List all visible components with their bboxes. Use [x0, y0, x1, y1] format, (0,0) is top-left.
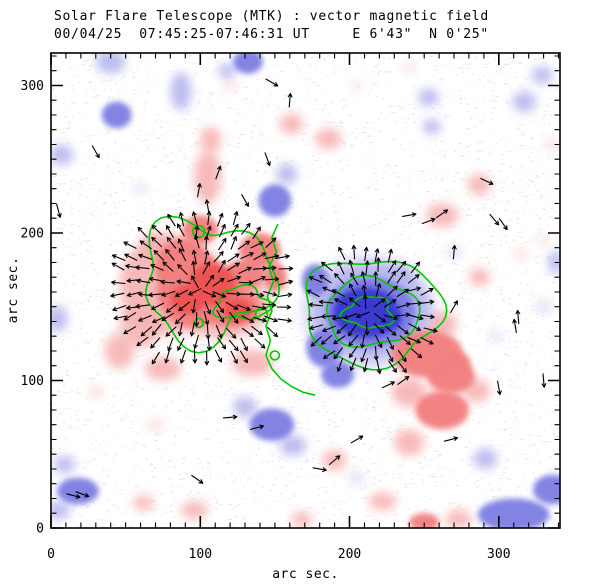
noise-blue	[51, 53, 560, 528]
plot-subtitle: 00/04/25 07:45:25-07:46:31 UT E 6'43" N …	[54, 27, 489, 42]
y-tick-label: 0	[36, 522, 44, 537]
transverse-field-vectors	[56, 78, 547, 499]
x-tick-label: 100	[189, 547, 212, 562]
y-tick-label: 300	[21, 79, 44, 94]
x-axis-label: arc sec.	[272, 567, 339, 582]
y-tick-label: 200	[21, 227, 44, 242]
x-tick-label: 200	[338, 547, 361, 562]
plot-title: Solar Flare Telescope (MTK) : vector mag…	[54, 9, 489, 24]
y-axis-label: arc sec.	[6, 256, 21, 324]
x-tick-label: 0	[47, 547, 55, 562]
field-map-layer	[51, 53, 560, 528]
y-tick-label: 100	[21, 374, 44, 389]
axes: 0 100 200 300 0 100 200 300	[21, 52, 561, 562]
x-tick-label: 300	[487, 547, 510, 562]
